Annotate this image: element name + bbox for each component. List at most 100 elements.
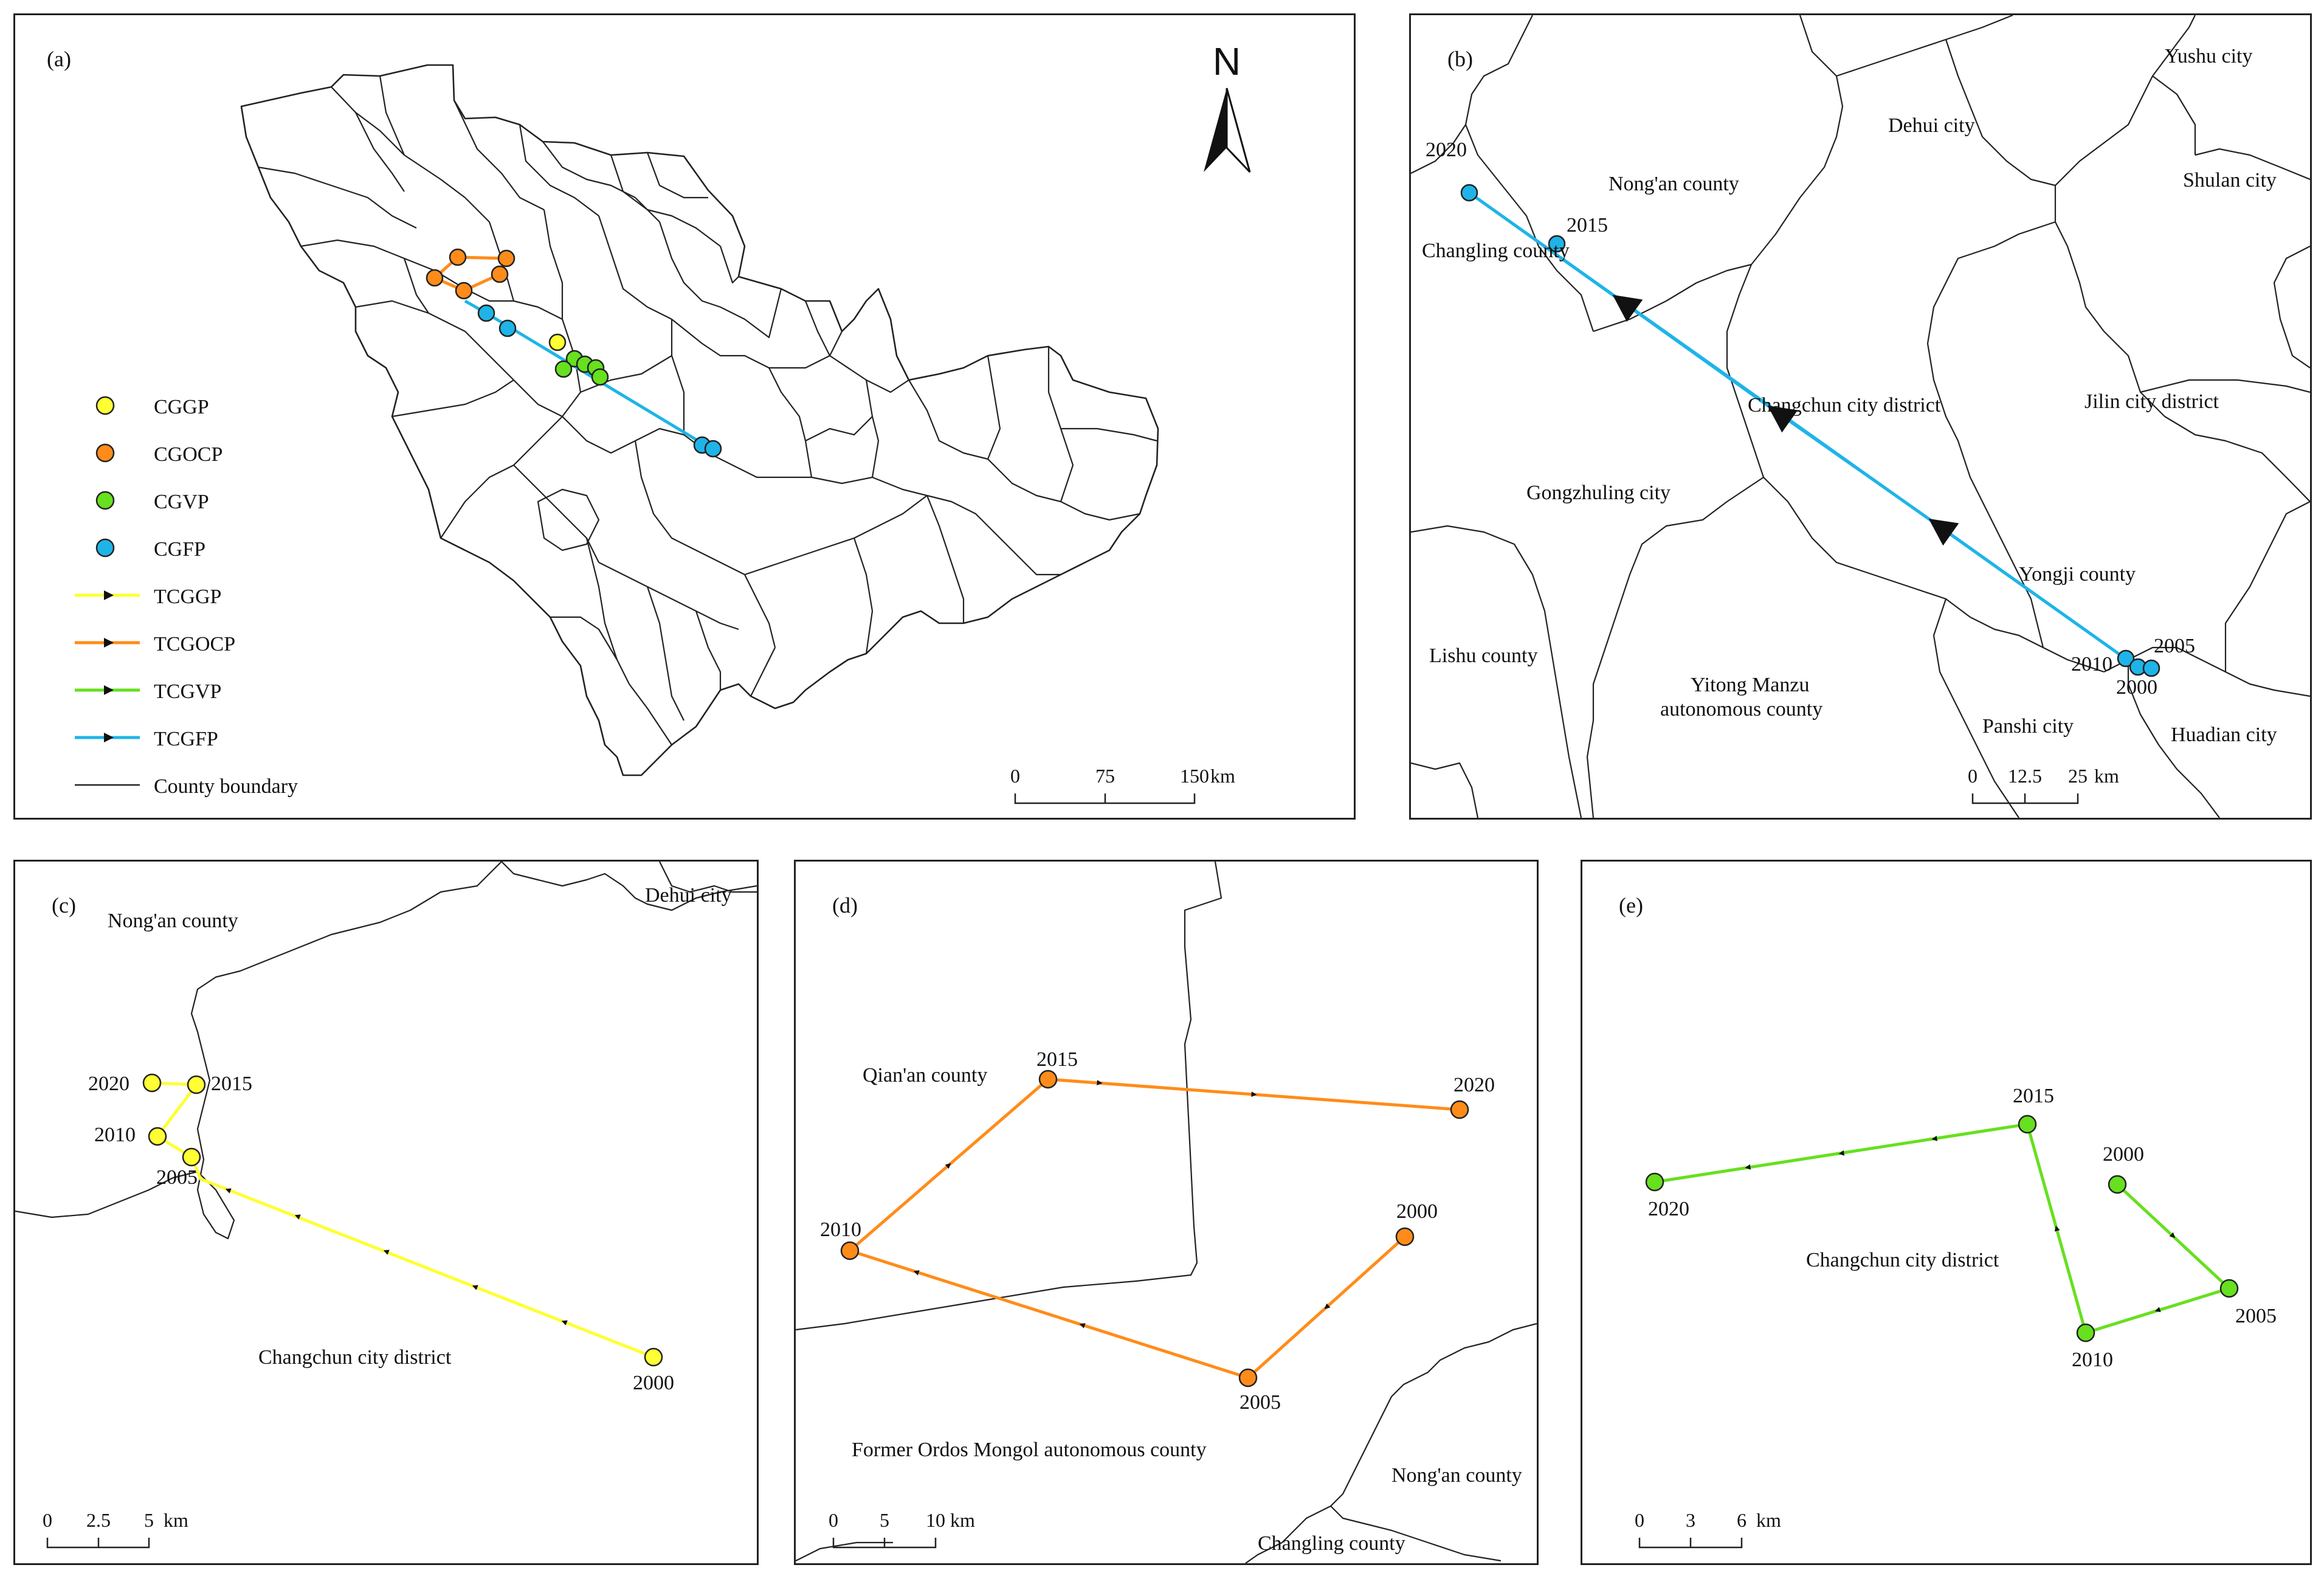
year-label-2000: 2000 [2116, 676, 2157, 699]
legend-boundary-label: County boundary [154, 775, 298, 798]
cgocp-2000-point [1395, 1227, 1415, 1246]
scale-unit: km [2094, 765, 2119, 787]
region-label: Jilin city district [2084, 390, 2219, 413]
region-label: Yongji county [2019, 563, 2136, 586]
trajectory-cgocp-arrows [847, 1077, 1331, 1380]
cgfp-point [498, 319, 517, 337]
region-label: Yushu city [2165, 45, 2253, 67]
cggp-points [142, 1073, 663, 1367]
scale-tick-label: 25 [2068, 765, 2088, 787]
year-label-2020: 2020 [88, 1073, 129, 1095]
cgvp-points [1645, 1115, 2239, 1343]
panel-a-canvas: (a) [47, 40, 1251, 804]
region-label: Gongzhuling city [1526, 482, 1671, 504]
panel-b-cgfp-zoom-map: (b) 2020 2015 2010 [1409, 13, 2312, 820]
year-label-2015: 2015 [1036, 1048, 1078, 1071]
cggp-point [548, 333, 567, 351]
north-label: N [1213, 40, 1241, 83]
year-label-2020: 2020 [1648, 1198, 1689, 1220]
scale-tick-label: 0 [1010, 765, 1020, 787]
scale-unit: km [1210, 765, 1235, 787]
cggp-2015-point [187, 1075, 206, 1094]
panel-a-tag: (a) [47, 47, 71, 71]
scale-tick-label: 0 [1635, 1509, 1644, 1531]
scale-tick-label: 5 [880, 1509, 889, 1531]
cgfp-point [477, 304, 495, 322]
year-label-2005: 2005 [2235, 1305, 2277, 1327]
cgvp-2015-point [2018, 1115, 2037, 1134]
cgvp-2010-point [2076, 1323, 2095, 1343]
scale-unit: km [950, 1509, 975, 1531]
cgocp-point [449, 248, 467, 266]
cggp-2000-point [644, 1347, 663, 1367]
legend-cgocp-label: CGOCP [154, 443, 222, 466]
cgvp-2000-point [2108, 1175, 2127, 1194]
scale-tick-label: 10 [926, 1509, 945, 1531]
region-label: Qian'an county [863, 1064, 987, 1087]
legend-cggp-label: CGGP [154, 396, 209, 418]
cgocp-point [426, 269, 444, 287]
region-labels: Nong'an county Dehui city Changchun city… [108, 884, 732, 1369]
panel-c-cggp-zoom-map: (c) 2020 2015 2010 2005 2000 Nong'an cou… [13, 860, 759, 1565]
cgocp-point [455, 282, 473, 300]
legend-cgvp-label: CGVP [154, 491, 209, 513]
year-label-2010: 2010 [820, 1218, 861, 1241]
scale-tick-label: 75 [1095, 765, 1115, 787]
region-label: Changchun city district [1748, 394, 1941, 416]
region-label: Yitong Manzu [1691, 674, 1809, 696]
legend-cgvp-swatch [95, 491, 115, 510]
scale-tick-label: 12.5 [2008, 765, 2042, 787]
region-label: Changchun city district [258, 1346, 452, 1369]
legend-tcgvp-label: TCGVP [154, 680, 221, 703]
cggp-2005-point [182, 1147, 201, 1167]
year-label-2020: 2020 [1453, 1074, 1495, 1096]
region-label: autonomous county [1660, 698, 1822, 721]
centroids-cgfp [477, 304, 722, 458]
cgocp-point [491, 265, 509, 283]
panel-c-tag: (c) [52, 893, 76, 918]
region-label: Nong'an county [108, 910, 238, 932]
cgfp-2015-point [1548, 235, 1566, 253]
scale-bar: 0 5 10 km [829, 1509, 975, 1549]
scale-tick-label: 5 [144, 1509, 154, 1531]
centroids-cggp [548, 333, 567, 351]
scale-unit: km [1756, 1509, 1781, 1531]
cgvp-2020-point [1645, 1172, 1664, 1192]
region-labels: Changchun city district [1806, 1249, 1999, 1271]
panel-e-tag: (e) [1619, 893, 1643, 918]
scale-tick-label: 0 [43, 1509, 52, 1531]
legend-cgfp-label: CGFP [154, 538, 205, 561]
year-labels: 2020 2015 2010 2005 2000 [88, 1073, 674, 1394]
region-label: Changling county [1422, 240, 1570, 262]
region-label: Huadian city [2171, 724, 2277, 746]
legend-cggp-swatch [95, 396, 115, 415]
scale-bar: 0 3 6 km [1635, 1509, 1781, 1549]
cgfp-point [704, 440, 722, 458]
year-label-2005: 2005 [2154, 635, 2195, 657]
cgfp-points [1460, 184, 2160, 677]
region-labels: Yushu city Dehui city Nong'an county Shu… [1422, 45, 2277, 746]
scale-tick-label: 3 [1686, 1509, 1695, 1531]
centroids-cgvp [554, 350, 609, 386]
county-boundaries [15, 862, 757, 1240]
year-label-2015: 2015 [1567, 214, 1608, 237]
region-label: Changling county [1258, 1532, 1405, 1555]
legend-cgfp-swatch [95, 538, 115, 558]
scale-tick-label: 2.5 [86, 1509, 111, 1531]
region-label: Panshi city [1982, 715, 2074, 738]
region-label: Dehui city [1888, 114, 1975, 137]
region-labels: Qian'an county Former Ordos Mongol auton… [852, 1064, 1522, 1555]
county-boundaries [258, 75, 1157, 745]
year-labels: 2015 2000 2020 2005 2010 [1648, 1085, 2277, 1371]
scale-bar: 0 12.5 25 km [1968, 765, 2119, 804]
scale-bar: 0 2.5 5 km [43, 1509, 188, 1549]
year-label-2020: 2020 [1426, 139, 1467, 161]
panel-c-canvas: (c) 2020 2015 2010 2005 2000 Nong'an cou… [15, 862, 757, 1549]
trajectory-cgfp-arrows [1468, 191, 2128, 662]
cgocp-2005-point [1238, 1368, 1258, 1388]
year-label-2015: 2015 [211, 1073, 252, 1095]
cgocp-2020-point [1450, 1100, 1469, 1119]
region-label: Nong'an county [1391, 1464, 1522, 1487]
province-outline [240, 64, 1159, 776]
legend-tcggp-label: TCGGP [154, 586, 221, 608]
